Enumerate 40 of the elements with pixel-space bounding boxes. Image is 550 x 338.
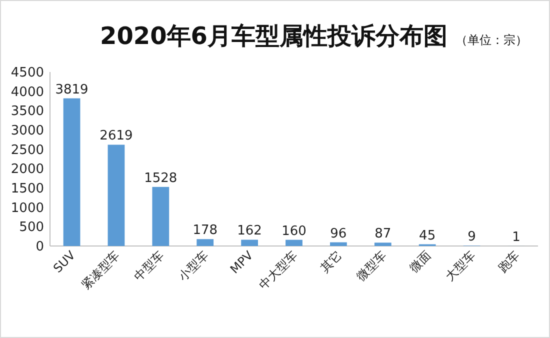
data-label: 9 bbox=[468, 230, 476, 245]
data-label: 178 bbox=[192, 223, 218, 238]
data-label: 160 bbox=[282, 224, 306, 239]
bar bbox=[374, 242, 392, 246]
x-tick-label: 微面 bbox=[406, 248, 434, 276]
data-label: 96 bbox=[330, 226, 347, 242]
data-label: 45 bbox=[419, 228, 436, 244]
y-tick-label: 2000 bbox=[10, 162, 44, 178]
x-tick-label: 大型车 bbox=[442, 248, 478, 284]
data-label: 87 bbox=[374, 226, 392, 242]
x-tick-label: 紧凑型车 bbox=[78, 248, 122, 292]
bar bbox=[196, 239, 214, 246]
bar bbox=[152, 186, 170, 246]
bar bbox=[241, 240, 258, 246]
y-tick-label: 4500 bbox=[10, 66, 44, 81]
bar bbox=[63, 98, 80, 246]
data-label: 2619 bbox=[100, 128, 133, 144]
x-tick-label: 中型车 bbox=[131, 248, 167, 284]
y-tick-label: 1000 bbox=[10, 200, 44, 216]
bar bbox=[286, 240, 302, 246]
y-tick-label: 3500 bbox=[10, 104, 44, 120]
data-label: 1528 bbox=[144, 170, 178, 186]
x-tick-label: 跑车 bbox=[495, 248, 522, 276]
x-tick-label: 小型车 bbox=[176, 248, 212, 284]
y-tick-label: 2500 bbox=[10, 142, 44, 158]
y-tick-label: 500 bbox=[19, 220, 44, 236]
data-label: 162 bbox=[237, 224, 262, 239]
bar bbox=[108, 144, 125, 246]
y-tick-label: 0 bbox=[36, 240, 44, 255]
y-tick-label: 4000 bbox=[10, 84, 44, 100]
x-tick-label: 其它 bbox=[318, 248, 345, 276]
data-label: 3819 bbox=[55, 82, 88, 98]
chart-title: 2020年6月车型属性投诉分布图 bbox=[100, 22, 448, 50]
chart-subtitle: （单位：宗） bbox=[456, 33, 528, 47]
y-tick-label: 1500 bbox=[10, 182, 44, 197]
x-tick-label: 微型车 bbox=[354, 248, 390, 284]
x-tick-label: 中大型车 bbox=[256, 248, 300, 292]
data-label: 1 bbox=[512, 230, 520, 245]
bar bbox=[330, 242, 347, 246]
y-tick-label: 3000 bbox=[10, 124, 44, 139]
